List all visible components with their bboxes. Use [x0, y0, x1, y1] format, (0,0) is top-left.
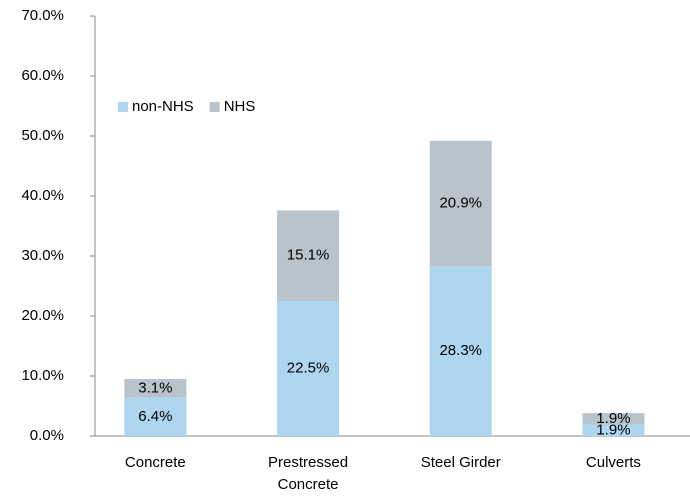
legend-swatch — [118, 102, 128, 112]
y-tick-label: 40.0% — [21, 187, 64, 204]
data-label: 20.9% — [439, 194, 482, 211]
y-tick-label: 0.0% — [30, 427, 64, 444]
legend-label: non-NHS — [132, 98, 194, 115]
y-tick-label: 10.0% — [21, 367, 64, 384]
y-tick-label: 20.0% — [21, 307, 64, 324]
data-label: 3.1% — [138, 379, 172, 396]
x-tick-label: Concrete — [124, 454, 186, 471]
y-tick-label: 50.0% — [21, 127, 64, 144]
bar-segment — [582, 413, 645, 425]
bar-segment — [429, 266, 492, 436]
bar-segment — [124, 397, 187, 436]
bar-segment — [124, 379, 187, 398]
data-label: 1.9% — [596, 421, 630, 438]
y-tick-label: 70.0% — [21, 7, 64, 24]
legend-swatch — [209, 102, 220, 112]
x-tick-label: Steel Girder — [420, 454, 501, 471]
bar-segment — [277, 210, 340, 301]
data-label: 6.4% — [138, 408, 172, 425]
bar-segment — [429, 140, 492, 267]
data-label: 22.5% — [287, 359, 330, 376]
data-label: 28.3% — [439, 342, 482, 359]
y-tick-label: 60.0% — [21, 67, 64, 84]
data-label: 15.1% — [287, 247, 330, 264]
bar-segment — [277, 301, 340, 436]
y-tick-label: 30.0% — [21, 247, 64, 264]
data-label: 1.9% — [596, 410, 630, 427]
x-tick-label: Culverts — [585, 454, 641, 471]
legend-label: NHS — [224, 98, 256, 115]
x-tick-label: Prestressed Concrete — [268, 454, 349, 493]
bar-segment — [582, 424, 645, 436]
